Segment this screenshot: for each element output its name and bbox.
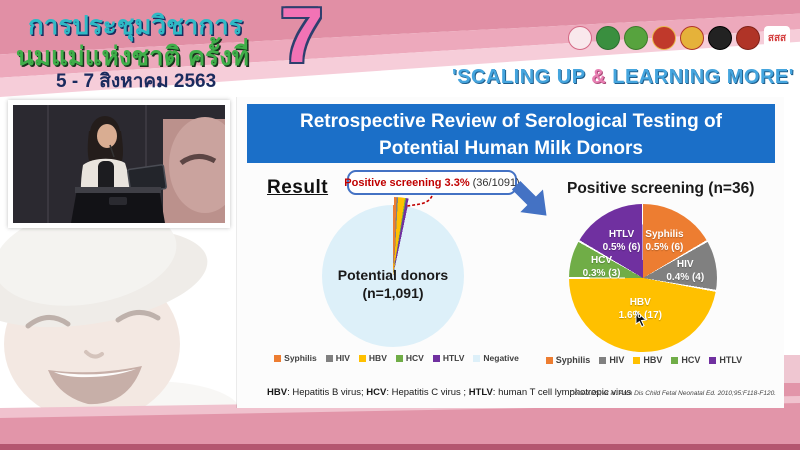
legend-label: HBV <box>368 353 387 363</box>
green-health-seal-logo <box>596 26 620 50</box>
legend-swatch <box>395 354 403 362</box>
legend-potential-donors: Syphilis HIV HBV HCV HTLV Negative <box>249 353 544 363</box>
slogan-text-2: LEARNING MORE' <box>606 66 794 88</box>
legend-label: Syphilis <box>284 353 317 363</box>
baby-background-image <box>0 206 240 441</box>
royal-crest-logo <box>680 26 704 50</box>
center-label-line1: Potential donors <box>337 266 449 283</box>
arrow-icon <box>493 172 558 237</box>
conference-date: 5 - 7 สิงหาคม 2563 <box>56 71 217 92</box>
conference-slogan: 'SCALING UP & LEARNING MORE' <box>452 66 794 89</box>
legend-item: HCV <box>671 355 700 365</box>
legend-item: HIV <box>599 355 624 365</box>
legend-label: Syphilis <box>555 355 591 365</box>
legend-swatch <box>599 356 607 364</box>
slogan-ampersand: & <box>591 66 607 88</box>
slide-title-line2: Potential Human Milk Donors <box>379 137 643 159</box>
legend-swatch <box>274 354 282 362</box>
footnote-hcv: HCV <box>366 387 387 398</box>
sponsor-logo-row: สสส <box>568 26 790 50</box>
pie-slice-label: HIV 0.4% (4) <box>666 258 705 283</box>
legend-label: HTLV <box>442 353 465 363</box>
conference-title-thai: การประชุมวิชาการ <box>28 10 243 40</box>
legend-swatch <box>358 354 366 362</box>
legend-item: Syphilis <box>545 355 591 365</box>
legend-item: HCV <box>395 353 424 363</box>
legend-label: Negative <box>483 353 519 363</box>
thai-health-sss-logo: สสส <box>764 26 790 50</box>
legend-label: HCV <box>681 355 701 365</box>
legend-item: HIV <box>325 353 350 363</box>
presentation-slide: Retrospective Review of Serological Test… <box>237 97 784 408</box>
pie-slice-label: HCV 0.3% (3) <box>582 254 621 279</box>
legend-item: HTLV <box>709 355 742 365</box>
footnote-hbv: HBV <box>267 387 288 398</box>
legend-item: Syphilis <box>274 353 317 363</box>
legend-swatch <box>473 354 481 362</box>
pie-exploded-sliver <box>323 197 465 339</box>
callout-highlight: Positive screening 3.3% <box>344 176 470 189</box>
pie-slice-label: HTLV 0.5% (6) <box>602 228 641 253</box>
legend-swatch <box>671 356 679 364</box>
legend-swatch <box>545 356 553 364</box>
conference-banner: การประชุมวิชาการ นมแม่แห่งชาติ ครั้งที่ … <box>0 0 800 97</box>
legend-positive-screening: Syphilis HIV HBV HCV HTLV <box>545 355 742 365</box>
legend-swatch <box>633 356 641 364</box>
footnote-htlv: HTLV <box>468 387 493 398</box>
mouse-cursor-icon <box>635 310 648 328</box>
legend-item: HBV <box>633 355 662 365</box>
callout-detail: (36/1091) <box>472 176 520 189</box>
presenter-video <box>8 100 230 228</box>
red-society-seal-logo <box>736 26 760 50</box>
legend-swatch <box>325 354 333 362</box>
slogan-text-1: 'SCALING UP <box>451 66 592 88</box>
legend-item: HTLV <box>432 353 465 363</box>
legend-label: HTLV <box>719 355 743 365</box>
positive-screening-title: Positive screening (n=36) <box>567 180 755 197</box>
pie-slice-label: Syphilis 0.5% (6) <box>645 228 684 253</box>
bottom-edge-line <box>0 444 800 450</box>
result-heading: Result <box>267 177 329 198</box>
mother-child-foundation-logo <box>568 26 592 50</box>
footnote-hbv-text: : Hepatitis B virus; <box>287 387 367 398</box>
green-medical-seal-logo <box>624 26 648 50</box>
legend-label: HBV <box>643 355 663 365</box>
temple-crest-logo <box>652 26 676 50</box>
slide-title-line1: Retrospective Review of Serological Test… <box>300 111 722 132</box>
center-label-line2: (n=1,091) <box>362 285 424 301</box>
legend-swatch <box>432 354 440 362</box>
black-university-seal-logo <box>708 26 732 50</box>
legend-item: HBV <box>358 353 387 363</box>
slide-title: Retrospective Review of Serological Test… <box>247 104 775 163</box>
legend-label: HIV <box>335 353 350 363</box>
edition-number: 7 <box>280 0 324 79</box>
reference-citation: Cohen RS, et al. Arch Dis Child Fetal Ne… <box>569 390 776 397</box>
legend-swatch <box>709 356 717 364</box>
pie-positive-screening: Syphilis 0.5% (6) HIV 0.4% (4) HBV 1.6% (17) H… <box>569 204 717 352</box>
footnote-hcv-text: : Hepatitis C virus ; <box>386 387 469 398</box>
abbreviation-footnote: HBV: Hepatitis B virus; HCV: Hepatitis C… <box>267 387 631 398</box>
positive-screening-callout: Positive screening 3.3% (36/1091) <box>344 170 520 195</box>
legend-label: HCV <box>405 353 424 363</box>
legend-item: Negative <box>473 353 519 363</box>
conference-subtitle-thai: นมแม่แห่งชาติ ครั้งที่ <box>16 41 249 71</box>
footnote-htlv-text: : human T cell lymphotropic virus <box>492 387 632 398</box>
pie-center-label: Potential donors (n=1,091) <box>313 266 473 302</box>
legend-label: HIV <box>609 355 625 365</box>
